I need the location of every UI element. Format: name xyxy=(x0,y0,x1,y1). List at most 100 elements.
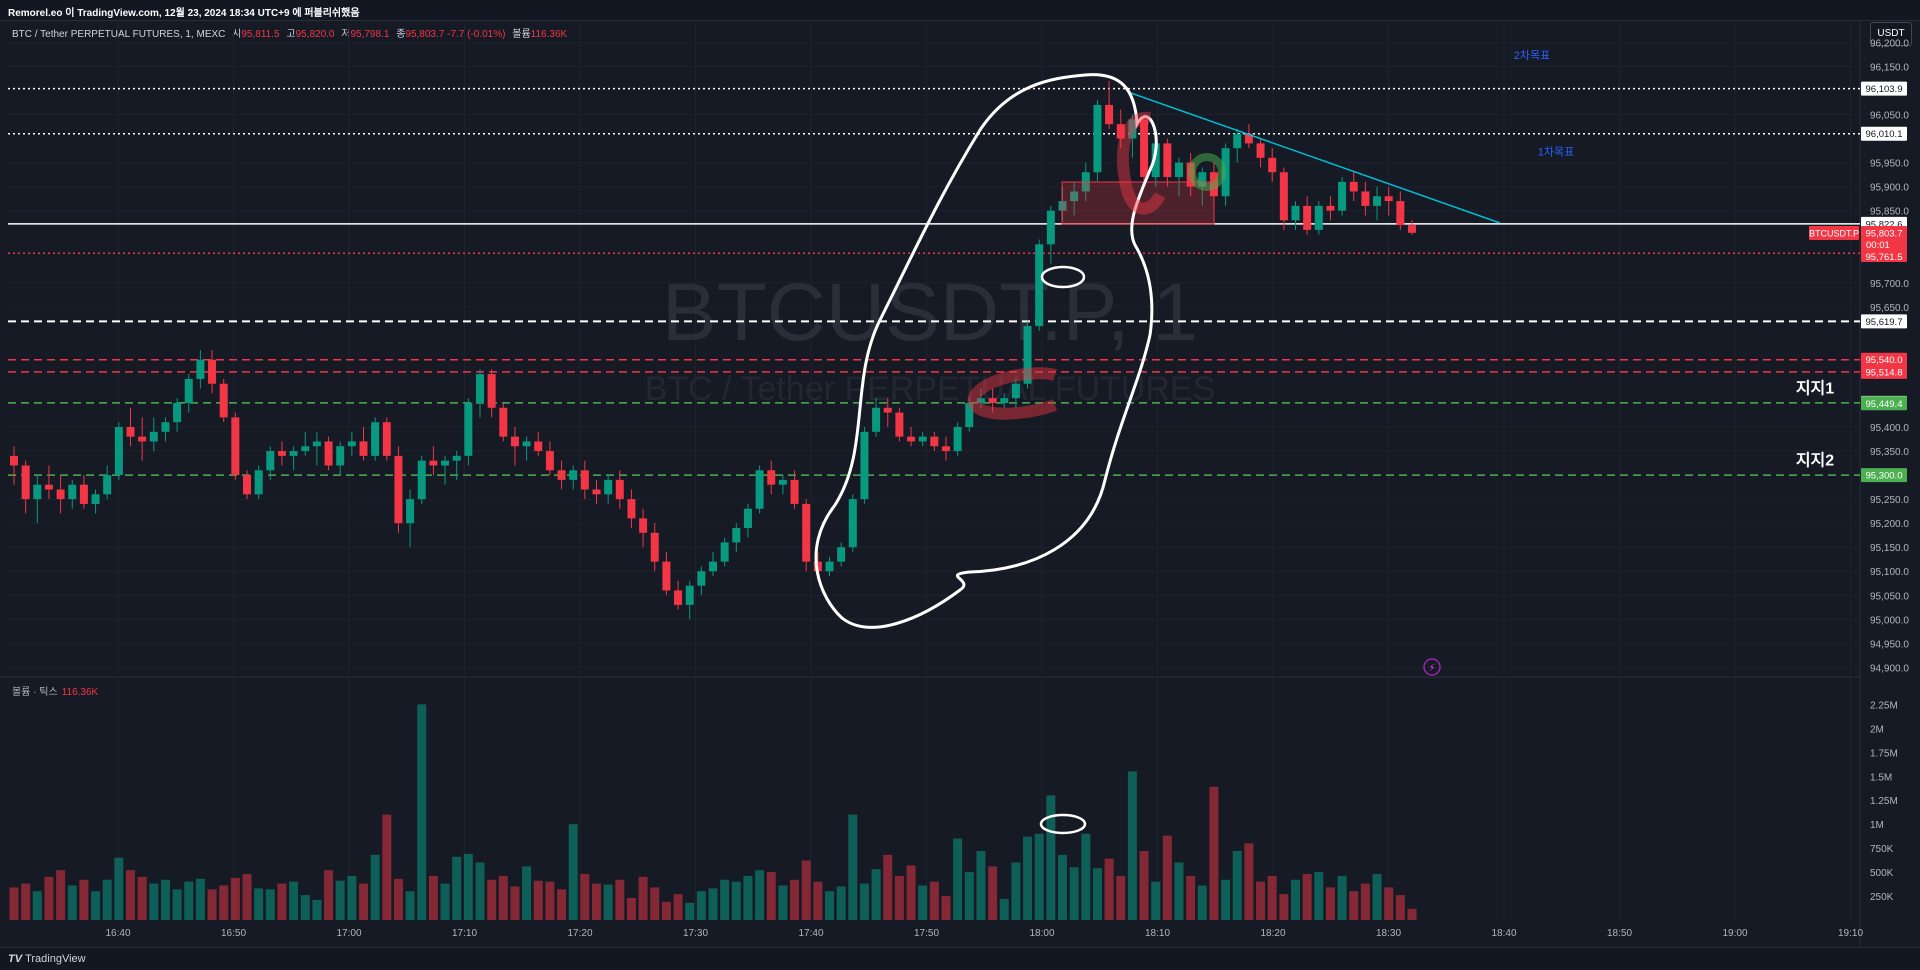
candle-body xyxy=(1373,196,1382,206)
annotation-label: 지지2 xyxy=(1796,451,1834,469)
candle-body xyxy=(1035,244,1044,327)
volume-bar xyxy=(906,865,916,920)
annotation-label: 1차목표 xyxy=(1538,145,1574,158)
volume-bar xyxy=(230,877,240,920)
candle-body xyxy=(464,402,473,456)
price-badge-label: 95,540.0 xyxy=(1866,355,1903,366)
candle-body xyxy=(91,494,100,504)
candle-body xyxy=(883,407,892,413)
volume-bar xyxy=(487,879,497,920)
volume-bar xyxy=(964,872,974,920)
volume-bar xyxy=(790,879,800,920)
volume-bar xyxy=(335,880,345,920)
volume-bar xyxy=(1081,833,1091,920)
volume-bar xyxy=(708,888,718,920)
volume-bar xyxy=(1232,851,1242,920)
time-tick-label: 17:40 xyxy=(798,928,823,939)
publish-bar: Remorel.eo 이 TradingView.com, 12월 23, 20… xyxy=(0,0,1920,21)
volume-bar xyxy=(743,875,753,920)
volume-legend[interactable]: 볼륨 · 틱스 116.36K xyxy=(12,683,98,698)
candle-body xyxy=(522,441,531,447)
price-axis[interactable]: 96,200.0 96,150.0 96,050.0 95,950.0 95,900.0… xyxy=(1870,38,1909,674)
volume-bar xyxy=(1349,891,1359,920)
candle-body xyxy=(208,359,217,384)
candle-body xyxy=(184,378,193,403)
change-value: -7.7 (-0.01%) xyxy=(447,29,506,40)
price-badge-label: 95,449.4 xyxy=(1866,399,1903,410)
volume-bar xyxy=(324,870,334,920)
volume-bar xyxy=(1407,908,1417,920)
candle-body xyxy=(1128,119,1137,139)
candle-body xyxy=(173,402,182,423)
candle-body xyxy=(1408,225,1416,233)
freehand-circle[interactable] xyxy=(814,73,1158,629)
candle-highlight-circle[interactable] xyxy=(1040,265,1086,289)
volume-bar xyxy=(289,881,299,920)
volume-bar xyxy=(184,881,194,920)
candle-body xyxy=(580,470,589,490)
volume-bar xyxy=(1221,879,1231,920)
candle-body xyxy=(918,436,927,442)
candle-body xyxy=(161,422,170,432)
annotation-label: 2차목표 xyxy=(1514,49,1550,62)
price-badge xyxy=(1861,81,1907,96)
horizontal-levels[interactable] xyxy=(8,87,1860,476)
candle-body xyxy=(126,427,135,437)
candle-body xyxy=(103,475,112,495)
tradingview-logo[interactable]: TV TradingView xyxy=(8,953,86,965)
last-price-badge xyxy=(1861,225,1907,262)
volume-bar xyxy=(696,891,706,920)
candle-body xyxy=(802,503,811,562)
candle-body xyxy=(965,402,974,428)
volume-bar xyxy=(498,875,508,920)
lightning-icon[interactable] xyxy=(1423,658,1441,676)
candle-body xyxy=(895,412,904,437)
symbol-description: BTC / Tether PERPETUAL FUTURES, 1, MEXC xyxy=(12,29,226,40)
trend-line[interactable] xyxy=(1127,91,1501,224)
volume-bar xyxy=(9,887,19,920)
candle-body xyxy=(1256,143,1265,158)
candle-body xyxy=(767,470,776,485)
red-marker-stroke-2 xyxy=(967,367,1057,420)
volume-bar xyxy=(1372,874,1382,920)
price-chart[interactable]: BTCUSDT.P, 1 BTC / Tether PERPETUAL FUTU… xyxy=(0,0,1920,947)
time-tick-label: 18:40 xyxy=(1491,928,1516,939)
candle-body xyxy=(371,422,380,456)
candle-body xyxy=(743,508,752,528)
volume-bar xyxy=(1046,795,1056,920)
candle-body xyxy=(68,484,77,500)
volume-bar xyxy=(1279,894,1289,920)
volume-bar xyxy=(1069,867,1079,920)
symbol-badge xyxy=(1809,225,1859,240)
close-value: 95,803.7 xyxy=(405,29,445,40)
price-tick-label: 95,200.0 xyxy=(1870,519,1909,530)
volume-highlight-circle[interactable] xyxy=(1039,813,1087,835)
volume-bar xyxy=(1209,786,1219,920)
candle-body xyxy=(953,427,962,452)
volume-bar xyxy=(452,856,462,920)
candle-body xyxy=(930,436,939,447)
volume-bar xyxy=(557,889,567,920)
volume-bar xyxy=(265,889,275,920)
high-key: 고 xyxy=(286,29,296,40)
brand-name: TradingView xyxy=(25,953,86,965)
time-tick-label: 18:50 xyxy=(1607,928,1632,939)
volume-bar xyxy=(44,876,54,920)
volume-bar xyxy=(1360,883,1370,920)
symbol-legend[interactable]: BTC / Tether PERPETUAL FUTURES, 1, MEXC … xyxy=(12,25,567,40)
time-axis[interactable]: 16:40 16:50 17:00 17:10 17:20 17:30 17:40 17:50… xyxy=(105,928,1863,939)
candle-body xyxy=(44,484,53,490)
volume-tick-label: 1.75M xyxy=(1870,748,1898,759)
volume-tick-label: 1.5M xyxy=(1870,772,1892,783)
volume-bar xyxy=(1139,851,1149,920)
currency-button[interactable]: USDT xyxy=(1870,22,1912,46)
candle-body xyxy=(138,436,147,442)
price-badge xyxy=(1861,468,1907,483)
volume-bar xyxy=(859,883,869,920)
volume-bar xyxy=(1034,833,1044,920)
candle-body xyxy=(1303,205,1312,230)
volume-bar xyxy=(999,898,1009,920)
candle-body xyxy=(976,398,985,403)
low-value: 95,798.1 xyxy=(350,29,390,40)
candle-body xyxy=(685,585,694,605)
